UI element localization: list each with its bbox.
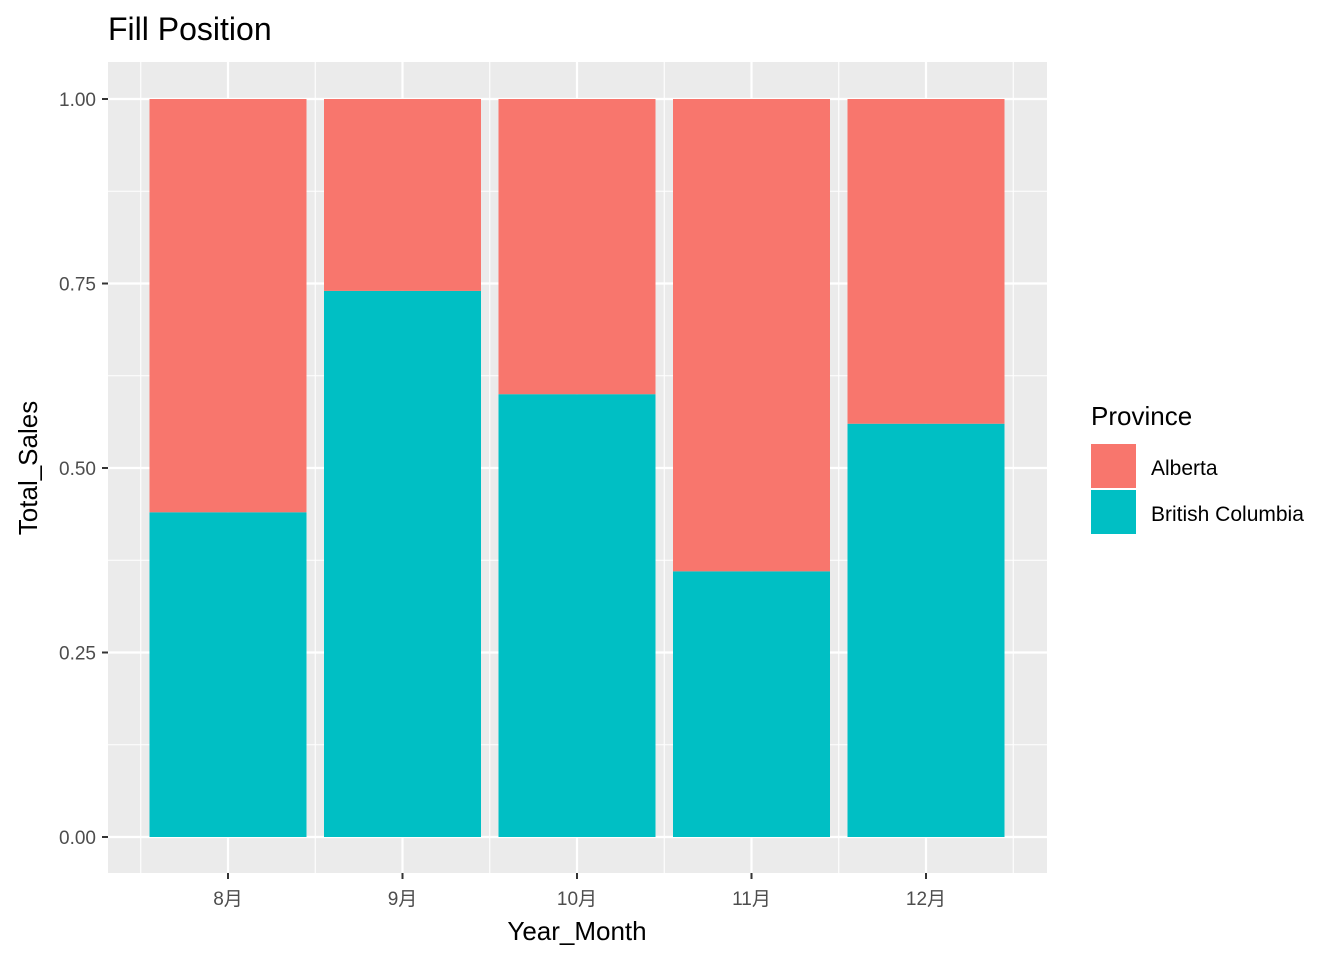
y-tick-label: 1.00 bbox=[59, 90, 96, 111]
bar-alberta bbox=[847, 99, 1005, 424]
bar-british-columbia bbox=[673, 571, 830, 837]
bar-alberta bbox=[149, 99, 307, 513]
y-axis-title: Total_Sales bbox=[13, 401, 43, 535]
legend-title: Province bbox=[1091, 401, 1192, 431]
x-tick-label: 8月 bbox=[213, 889, 243, 910]
y-tick-label: 0.00 bbox=[59, 828, 96, 849]
bar-segments bbox=[149, 99, 1005, 837]
bar-british-columbia bbox=[847, 423, 1005, 837]
x-tick-label: 11月 bbox=[732, 889, 771, 910]
bar-british-columbia bbox=[498, 394, 656, 837]
x-tick-label: 10月 bbox=[557, 889, 597, 910]
bar-british-columbia bbox=[149, 512, 307, 837]
y-tick-label: 0.75 bbox=[59, 275, 96, 296]
x-tick-label: 12月 bbox=[906, 889, 946, 910]
chart-title: Fill Position bbox=[108, 11, 272, 47]
legend-label-british-columbia: British Columbia bbox=[1151, 503, 1304, 526]
legend-label-alberta: Alberta bbox=[1151, 457, 1218, 480]
bar-alberta bbox=[498, 99, 656, 395]
y-axis: 0.00 0.25 0.50 0.75 1.00 bbox=[59, 90, 108, 849]
bar-british-columbia bbox=[324, 290, 481, 837]
legend-swatch-british-columbia bbox=[1091, 490, 1136, 534]
y-tick-label: 0.25 bbox=[59, 644, 96, 665]
legend-swatch-alberta bbox=[1091, 444, 1136, 488]
x-tick-label: 9月 bbox=[388, 889, 418, 910]
bar-alberta bbox=[673, 99, 830, 572]
x-axis-title: Year_Month bbox=[507, 916, 646, 946]
bar-alberta bbox=[324, 99, 481, 291]
y-tick-label: 0.50 bbox=[59, 459, 96, 480]
x-axis: 8月 9月 10月 11月 12月 bbox=[213, 873, 946, 910]
legend: Province Alberta British Columbia bbox=[1091, 401, 1304, 534]
